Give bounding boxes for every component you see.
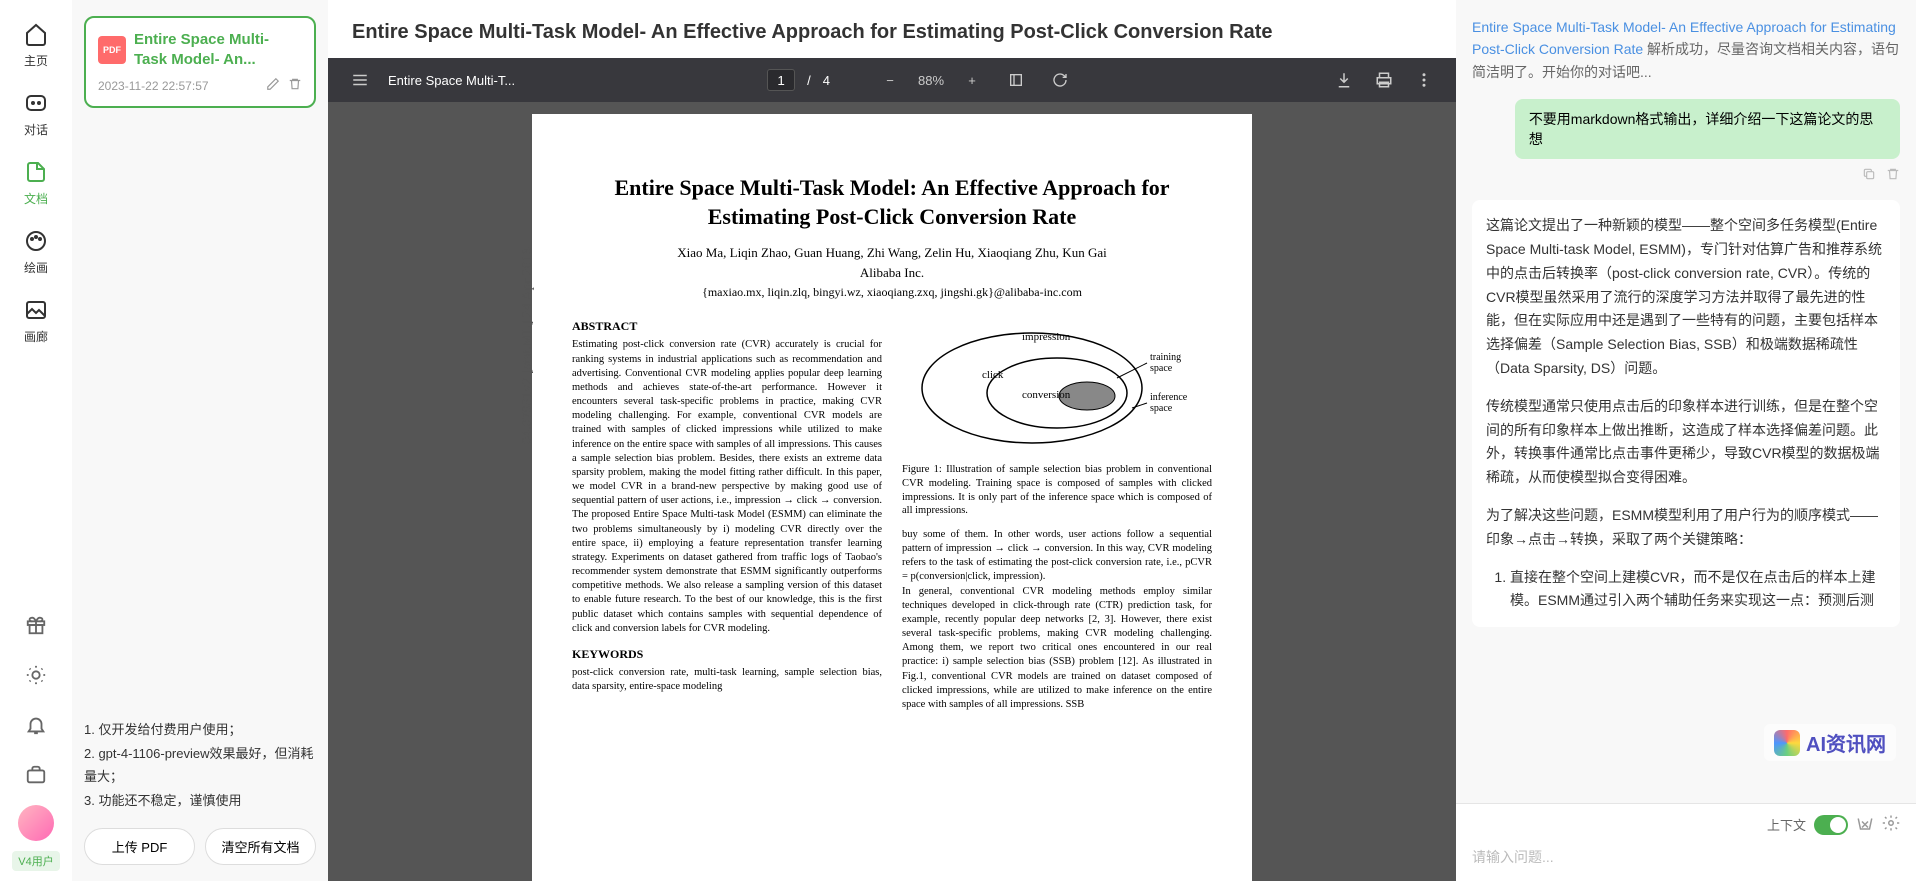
user-tier-badge: V4用户 (12, 851, 59, 871)
print-icon[interactable] (1368, 64, 1400, 96)
clear-icon[interactable] (1856, 814, 1874, 835)
image-icon (22, 296, 50, 324)
briefcase-icon[interactable] (16, 755, 56, 795)
document-icon (22, 158, 50, 186)
nav-label: 画廊 (24, 328, 48, 345)
svg-text:space: space (1150, 403, 1173, 414)
nav-label: 文档 (24, 190, 48, 207)
left-panel: PDF Entire Space Multi-Task Model- An...… (72, 0, 328, 881)
chat-input-bar: 上下文 (1456, 803, 1916, 881)
clear-all-button[interactable]: 清空所有文档 (205, 828, 316, 865)
copy-icon[interactable] (1862, 167, 1876, 184)
nav-home[interactable]: 主页 (22, 20, 50, 69)
page-title: Entire Space Multi-Task Model- An Effect… (328, 0, 1456, 58)
system-message: Entire Space Multi-Task Model- An Effect… (1472, 16, 1900, 83)
more-icon[interactable] (1408, 64, 1440, 96)
fit-icon[interactable] (1000, 64, 1032, 96)
page-total: 4 (823, 73, 830, 88)
settings-icon[interactable] (1882, 814, 1900, 835)
svg-text:click: click (982, 369, 1004, 381)
context-label: 上下文 (1767, 815, 1806, 834)
nav-gallery[interactable]: 画廊 (22, 296, 50, 345)
pdf-toolbar: Entire Space Multi-T... / 4 − 88% + (328, 58, 1456, 102)
delete-icon[interactable] (1886, 167, 1900, 184)
nav-label: 主页 (24, 52, 48, 69)
message-actions (1472, 167, 1900, 184)
gift-icon[interactable] (16, 605, 56, 645)
ai-message: 这篇论文提出了一种新颖的模型——整个空间多任务模型(Entire Space M… (1472, 200, 1900, 627)
palette-icon (22, 227, 50, 255)
watermark: AI资讯网 (1764, 724, 1896, 761)
paper-page: 04.07931v2 [stat.ML] 24 Apr 2018 Entire … (532, 114, 1252, 881)
paper-affiliation: Alibaba Inc. (572, 265, 1212, 281)
delete-icon[interactable] (288, 77, 302, 94)
page-number-input[interactable] (767, 69, 795, 91)
download-icon[interactable] (1328, 64, 1360, 96)
document-date: 2023-11-22 22:57:57 (98, 79, 209, 93)
home-icon (22, 20, 50, 48)
arxiv-stamp: 04.07931v2 [stat.ML] 24 Apr 2018 (520, 247, 536, 444)
nav-draw[interactable]: 绘画 (22, 227, 50, 276)
user-bubble: 不要用markdown格式输出，详细介绍一下这篇论文的思想 (1515, 99, 1900, 159)
nav-label: 绘画 (24, 259, 48, 276)
svg-text:conversion: conversion (1022, 389, 1071, 401)
zoom-level: 88% (918, 73, 944, 88)
nav-bar: 主页 对话 文档 绘画 画廊 V4用户 (0, 0, 72, 881)
upload-pdf-button[interactable]: 上传 PDF (84, 828, 195, 865)
svg-text:training: training (1150, 352, 1181, 363)
toolbar-doc-name: Entire Space Multi-T... (388, 73, 515, 88)
zoom-out-icon[interactable]: − (874, 64, 906, 96)
bell-icon[interactable] (16, 705, 56, 745)
paper-right-column: impression click conversion training spa… (902, 318, 1212, 712)
zoom-in-icon[interactable]: + (956, 64, 988, 96)
pdf-viewport[interactable]: 04.07931v2 [stat.ML] 24 Apr 2018 Entire … (328, 102, 1456, 881)
menu-icon[interactable] (344, 64, 376, 96)
chat-area: Entire Space Multi-Task Model- An Effect… (1456, 16, 1916, 803)
chat-input[interactable] (1472, 843, 1900, 871)
context-toggle[interactable] (1814, 815, 1848, 835)
rotate-icon[interactable] (1044, 64, 1076, 96)
pdf-icon: PDF (98, 36, 126, 64)
edit-icon[interactable] (266, 77, 280, 94)
svg-text:impression: impression (1022, 331, 1071, 343)
paper-email: {maxiao.mx, liqin.zlq, bingyi.wz, xiaoqi… (572, 285, 1212, 300)
page-sep: / (807, 73, 811, 88)
nav-document[interactable]: 文档 (22, 158, 50, 207)
avatar[interactable] (18, 805, 54, 841)
svg-text:space: space (1150, 363, 1173, 374)
chat-icon (22, 89, 50, 117)
document-title: Entire Space Multi-Task Model- An... (134, 30, 302, 69)
svg-text:inference: inference (1150, 392, 1188, 403)
paper-authors: Xiao Ma, Liqin Zhao, Guan Huang, Zhi Wan… (572, 245, 1212, 261)
sun-icon[interactable] (16, 655, 56, 695)
center-panel: Entire Space Multi-Task Model- An Effect… (328, 0, 1456, 881)
paper-title: Entire Space Multi-Task Model: An Effect… (572, 174, 1212, 231)
watermark-logo-icon (1774, 730, 1800, 756)
user-message: 不要用markdown格式输出，详细介绍一下这篇论文的思想 (1472, 99, 1900, 159)
nav-chat[interactable]: 对话 (22, 89, 50, 138)
document-card[interactable]: PDF Entire Space Multi-Task Model- An...… (84, 16, 316, 108)
nav-label: 对话 (24, 121, 48, 138)
paper-figure-1: impression click conversion training spa… (902, 318, 1212, 518)
usage-notes: 1. 仅开发给付费用户使用； 2. gpt-4-1106-preview效果最好… (84, 718, 316, 812)
paper-left-column: ABSTRACT Estimating post-click conversio… (572, 318, 882, 712)
